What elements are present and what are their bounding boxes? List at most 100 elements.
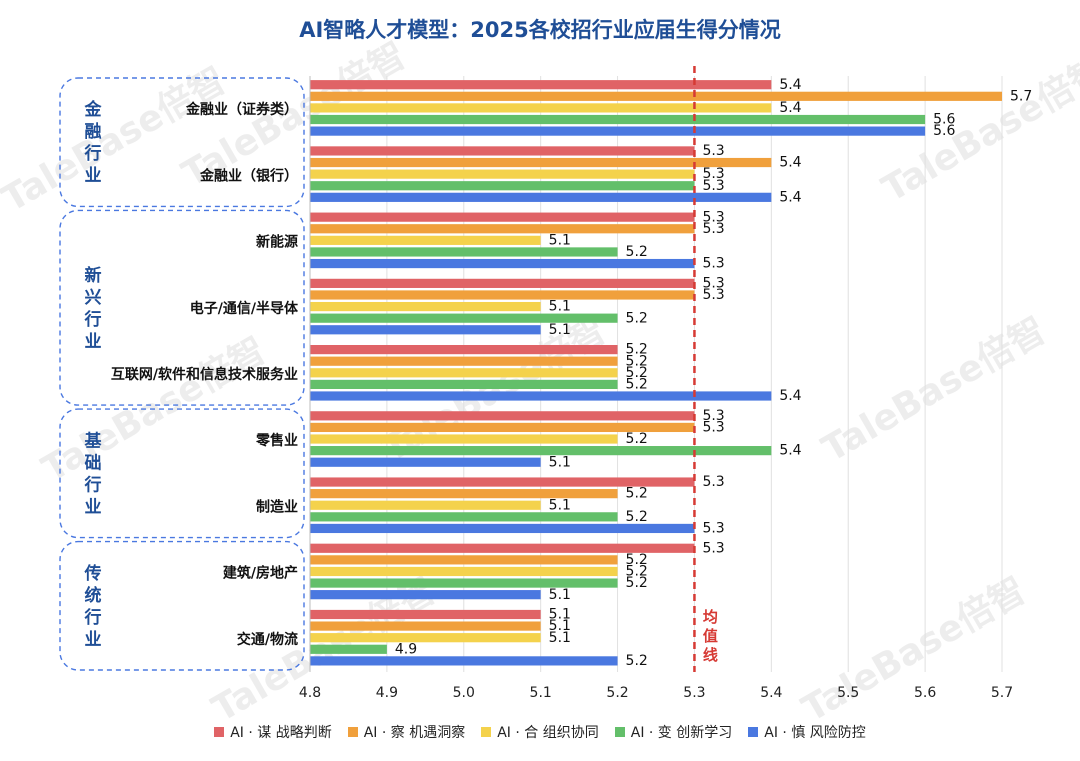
bar	[310, 621, 541, 631]
bar	[310, 313, 618, 323]
category-label: 电子/通信/半导体	[190, 300, 299, 317]
data-label: 5.3	[702, 287, 724, 303]
data-label: 4.9	[395, 641, 417, 657]
bar	[310, 500, 541, 510]
data-label: 5.2	[626, 653, 648, 669]
category-label: 零售业	[255, 432, 298, 449]
bar	[310, 103, 772, 113]
data-label: 5.4	[779, 100, 801, 116]
bar	[310, 411, 695, 421]
legend-swatch	[614, 727, 625, 737]
legend-swatch	[748, 727, 759, 737]
data-label: 5.3	[702, 408, 724, 424]
group-label: 业	[85, 332, 102, 352]
bar	[310, 477, 695, 487]
data-label: 5.3	[702, 178, 724, 194]
data-label: 5.3	[702, 221, 724, 237]
category-label: 制造业	[256, 498, 298, 515]
legend-label: AI · 谋 战略判断	[230, 725, 332, 741]
data-label: 5.1	[549, 322, 571, 338]
data-label: 5.6	[933, 112, 955, 128]
bar	[310, 391, 772, 401]
category-label: 金融业（银行）	[199, 167, 298, 184]
group-label: 业	[85, 166, 102, 186]
legend-item: AI · 谋 战略判断	[214, 722, 332, 742]
data-label: 5.3	[702, 275, 724, 291]
legend-label: AI · 察 机遇洞察	[363, 725, 466, 741]
bar	[310, 301, 541, 312]
reference-line-layer: 均值线	[693, 66, 718, 672]
legend-item: AI · 变 创新学习	[614, 722, 732, 742]
category-label: 建筑/房地产	[223, 565, 298, 582]
group-label: 行	[84, 309, 102, 330]
bar	[310, 656, 618, 666]
bar	[310, 543, 695, 553]
bar	[310, 146, 695, 156]
x-tick-label: 5.3	[683, 685, 705, 701]
data-label: 5.1	[549, 630, 571, 646]
bar	[310, 212, 695, 222]
data-label: 5.6	[933, 123, 955, 139]
bar	[310, 446, 772, 456]
data-label: 5.2	[626, 244, 648, 260]
bar	[310, 325, 541, 335]
data-label: 5.3	[702, 474, 724, 490]
bar	[310, 566, 618, 577]
data-label: 5.3	[702, 256, 724, 272]
data-label: 5.4	[779, 189, 801, 205]
watermark-text: TaleBase倍智	[816, 310, 1053, 471]
group-box	[59, 77, 305, 208]
group-label: 基	[84, 430, 103, 451]
bar	[310, 169, 695, 179]
watermark-text: TaleBase倍智	[796, 570, 1033, 731]
group-label: 兴	[85, 288, 102, 308]
bar	[310, 368, 618, 378]
category-label: 金融业（证券类）	[185, 101, 298, 118]
bar	[310, 379, 618, 389]
group-label: 业	[85, 630, 102, 650]
bar	[310, 489, 618, 499]
data-label: 5.1	[549, 618, 571, 634]
bar	[310, 157, 772, 168]
legend-item: AI · 慎 风险防控	[748, 722, 866, 742]
group-box	[59, 209, 305, 406]
bar	[310, 290, 695, 300]
x-tick-label: 5.0	[453, 685, 475, 701]
data-label: 5.1	[549, 607, 571, 623]
group-label: 新	[85, 265, 102, 286]
legend-swatch	[214, 727, 225, 737]
legend-swatch	[347, 727, 358, 737]
group-box	[59, 540, 305, 671]
data-label: 5.4	[779, 443, 801, 459]
data-label: 5.2	[626, 552, 648, 568]
data-label: 5.2	[626, 342, 648, 358]
x-tick-label: 5.7	[991, 685, 1013, 701]
legend-swatch	[481, 727, 492, 737]
bar	[310, 609, 541, 620]
bar	[310, 356, 618, 366]
category-label: 新能源	[256, 234, 298, 251]
legend-label: AI · 合 组织协同	[497, 725, 599, 741]
group-label: 融	[85, 122, 102, 142]
bar	[310, 434, 618, 444]
data-label: 5.2	[626, 509, 648, 525]
group-label: 金	[84, 99, 103, 120]
bar	[310, 278, 695, 288]
data-label: 5.2	[626, 377, 648, 393]
group-box	[59, 408, 305, 539]
bar	[310, 345, 618, 355]
data-label: 5.3	[702, 209, 724, 225]
data-label: 5.4	[779, 77, 801, 93]
group-label: 业	[85, 497, 102, 517]
bar	[310, 633, 541, 643]
group-label: 行	[84, 607, 102, 628]
x-tick-label: 5.4	[760, 685, 782, 701]
data-label: 5.1	[549, 232, 571, 248]
data-label: 5.3	[702, 540, 724, 556]
data-label: 5.1	[549, 454, 571, 470]
data-label: 5.2	[626, 564, 648, 580]
legend-item: AI · 察 机遇洞察	[347, 722, 466, 742]
x-tick-label: 5.6	[914, 685, 936, 701]
